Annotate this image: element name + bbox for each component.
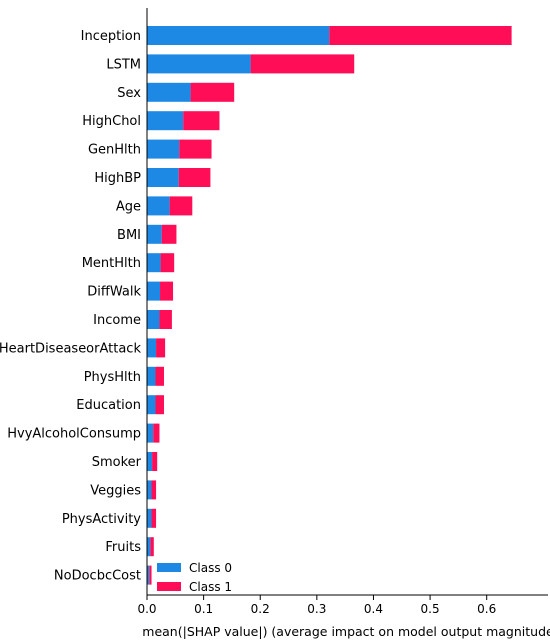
- legend-swatch-class0: [157, 563, 181, 572]
- bar-class1-veggies: [151, 480, 157, 500]
- bar-class0-bmi: [147, 224, 162, 244]
- bar-class0-veggies: [147, 480, 152, 500]
- x-tick-label: 0.3: [307, 602, 326, 616]
- bar-class0-menthlth: [147, 253, 161, 273]
- bar-class1-nodocbccost: [149, 565, 152, 585]
- bar-class0-lstm: [147, 54, 251, 74]
- feature-label-hvyalcoholconsump: HvyAlcoholConsump: [7, 427, 141, 442]
- x-tick-label: 0.2: [251, 602, 270, 616]
- bar-class0-highchol: [147, 111, 184, 131]
- feature-label-nodocbccost: NoDocbcCost: [54, 569, 141, 584]
- feature-label-veggies: Veggies: [90, 483, 141, 498]
- feature-label-bmi: BMI: [117, 228, 141, 243]
- bar-class1-fruits: [150, 537, 154, 557]
- feature-label-education: Education: [76, 398, 141, 413]
- bar-class1-sex: [190, 82, 235, 102]
- feature-label-fruits: Fruits: [105, 540, 141, 555]
- feature-label-smoker: Smoker: [92, 455, 142, 470]
- bar-class0-physactivity: [147, 508, 152, 528]
- bar-class1-bmi: [161, 224, 177, 244]
- feature-label-genhlth: GenHlth: [88, 143, 141, 158]
- bar-class0-inception: [147, 26, 330, 45]
- bar-class0-age: [147, 196, 170, 216]
- feature-label-menthlth: MentHlth: [82, 256, 141, 271]
- bar-class0-physhlth: [147, 366, 156, 386]
- feature-labels-layer: Inception LSTM Sex HighChol GenHlth HighBP Age…: [0, 29, 142, 584]
- bar-class1-physactivity: [151, 508, 157, 528]
- feature-label-lstm: LSTM: [106, 57, 141, 72]
- bars-layer: [147, 26, 512, 585]
- feature-label-heartdiseaseorattack: HeartDiseaseorAttack: [0, 341, 141, 356]
- x-ticks-layer: 0.0 0.1 0.2 0.3 0.4 0.5 0.6: [137, 595, 496, 616]
- bar-class0-hvyalcoholconsump: [147, 423, 154, 443]
- bar-class1-smoker: [152, 452, 158, 471]
- legend-swatch-class1: [157, 582, 181, 591]
- bar-class1-highchol: [183, 111, 220, 131]
- bar-class1-highbp: [178, 168, 211, 187]
- feature-label-inception: Inception: [81, 29, 141, 44]
- feature-label-age: Age: [116, 199, 141, 214]
- bar-class0-heartdiseaseorattack: [147, 338, 157, 358]
- bar-class0-diffwalk: [147, 281, 161, 301]
- bar-class1-genhlth: [179, 139, 212, 159]
- feature-label-physhlth: PhysHlth: [84, 370, 141, 385]
- bar-class0-nodocbccost: [147, 565, 150, 585]
- bar-class0-genhlth: [147, 139, 180, 159]
- legend-label-class1: Class 1: [189, 580, 232, 594]
- bar-class0-sex: [147, 82, 191, 102]
- bar-class0-education: [147, 395, 156, 415]
- bar-class0-fruits: [147, 537, 151, 557]
- bar-class0-income: [147, 310, 160, 329]
- bar-class1-physhlth: [155, 366, 164, 386]
- feature-label-diffwalk: DiffWalk: [87, 285, 141, 300]
- bar-class1-diffwalk: [160, 281, 174, 301]
- bar-class1-income: [159, 310, 172, 329]
- bar-class1-menthlth: [160, 253, 175, 273]
- legend: Class 0 Class 1: [157, 561, 232, 594]
- feature-label-physactivity: PhysActivity: [62, 512, 141, 527]
- bar-class1-inception: [329, 26, 512, 45]
- feature-label-income: Income: [93, 313, 141, 328]
- x-tick-label: 0.1: [194, 602, 213, 616]
- legend-label-class0: Class 0: [189, 561, 232, 575]
- x-axis-label: mean(|SHAP value|) (average impact on mo…: [142, 624, 550, 639]
- feature-label-highchol: HighChol: [82, 114, 141, 129]
- bar-class1-lstm: [250, 54, 355, 74]
- bar-class1-hvyalcoholconsump: [153, 423, 160, 443]
- x-tick-label: 0.6: [477, 602, 496, 616]
- feature-label-sex: Sex: [117, 86, 141, 101]
- x-tick-label: 0.0: [137, 602, 156, 616]
- x-tick-label: 0.5: [421, 602, 440, 616]
- bar-class1-age: [169, 196, 193, 216]
- feature-label-highbp: HighBP: [94, 171, 141, 186]
- bar-class1-education: [155, 395, 164, 415]
- x-tick-label: 0.4: [364, 602, 383, 616]
- bar-class0-smoker: [147, 452, 153, 471]
- bar-class1-heartdiseaseorattack: [156, 338, 166, 358]
- bar-class0-highbp: [147, 168, 179, 187]
